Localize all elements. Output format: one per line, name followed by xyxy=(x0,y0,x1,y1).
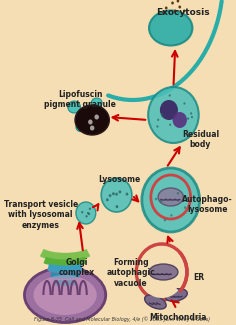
Ellipse shape xyxy=(158,188,183,206)
Circle shape xyxy=(81,211,83,214)
Circle shape xyxy=(177,192,179,195)
Text: ER: ER xyxy=(193,273,204,282)
Ellipse shape xyxy=(145,295,166,309)
Text: Golgi
complex: Golgi complex xyxy=(59,258,95,278)
Circle shape xyxy=(88,120,93,124)
Circle shape xyxy=(169,124,171,126)
Circle shape xyxy=(87,212,89,214)
Circle shape xyxy=(157,119,159,121)
Circle shape xyxy=(183,9,186,12)
Circle shape xyxy=(174,9,177,12)
Ellipse shape xyxy=(68,101,80,113)
Circle shape xyxy=(183,102,185,105)
Ellipse shape xyxy=(97,116,105,124)
Circle shape xyxy=(136,244,187,300)
Text: Transport vesicle
with lysosomal
enzymes: Transport vesicle with lysosomal enzymes xyxy=(4,200,78,230)
Circle shape xyxy=(115,193,118,196)
Text: Figure 8-35  Cell and Molecular Biology, 4/e (© 2005 John Wiley & Sons): Figure 8-35 Cell and Molecular Biology, … xyxy=(34,316,210,322)
Ellipse shape xyxy=(149,264,178,280)
Circle shape xyxy=(109,194,111,197)
Text: Lysosome: Lysosome xyxy=(98,175,140,184)
Circle shape xyxy=(94,114,99,120)
Circle shape xyxy=(112,192,115,195)
Text: Lipofuscin
pigment granule: Lipofuscin pigment granule xyxy=(45,90,116,110)
Circle shape xyxy=(181,116,184,119)
Circle shape xyxy=(177,0,179,3)
Circle shape xyxy=(142,168,200,232)
Circle shape xyxy=(177,199,180,202)
Ellipse shape xyxy=(34,275,97,315)
Circle shape xyxy=(101,178,132,212)
Text: Exocytosis: Exocytosis xyxy=(156,8,209,17)
Ellipse shape xyxy=(76,123,85,132)
Circle shape xyxy=(191,116,193,118)
Circle shape xyxy=(88,213,90,215)
Circle shape xyxy=(90,125,94,131)
Wedge shape xyxy=(138,246,178,298)
Circle shape xyxy=(155,198,157,200)
Circle shape xyxy=(76,202,96,224)
Circle shape xyxy=(190,112,192,115)
Circle shape xyxy=(89,208,91,210)
Circle shape xyxy=(165,6,168,9)
Circle shape xyxy=(148,87,199,143)
Circle shape xyxy=(187,117,189,120)
Circle shape xyxy=(116,205,118,208)
Circle shape xyxy=(160,200,162,202)
Ellipse shape xyxy=(91,98,102,108)
Text: Forming
autophagic
vacuole: Forming autophagic vacuole xyxy=(107,258,155,288)
Ellipse shape xyxy=(25,267,106,322)
Circle shape xyxy=(161,113,163,115)
Circle shape xyxy=(178,6,181,8)
Circle shape xyxy=(162,11,165,15)
Circle shape xyxy=(85,215,88,217)
Circle shape xyxy=(106,198,109,201)
Circle shape xyxy=(173,112,187,128)
Circle shape xyxy=(156,125,159,128)
Ellipse shape xyxy=(149,10,192,46)
Circle shape xyxy=(171,2,174,5)
Circle shape xyxy=(184,206,186,209)
Ellipse shape xyxy=(165,289,187,301)
Text: Mitochondria: Mitochondria xyxy=(149,313,207,322)
Text: Residual
body: Residual body xyxy=(182,130,219,150)
Circle shape xyxy=(160,100,178,120)
Circle shape xyxy=(164,219,166,221)
Ellipse shape xyxy=(75,105,109,135)
Circle shape xyxy=(126,193,128,196)
Circle shape xyxy=(169,94,171,97)
Circle shape xyxy=(170,214,173,216)
Circle shape xyxy=(161,115,164,117)
Text: Autophago-
lysosome: Autophago- lysosome xyxy=(182,195,233,215)
Circle shape xyxy=(118,190,121,193)
